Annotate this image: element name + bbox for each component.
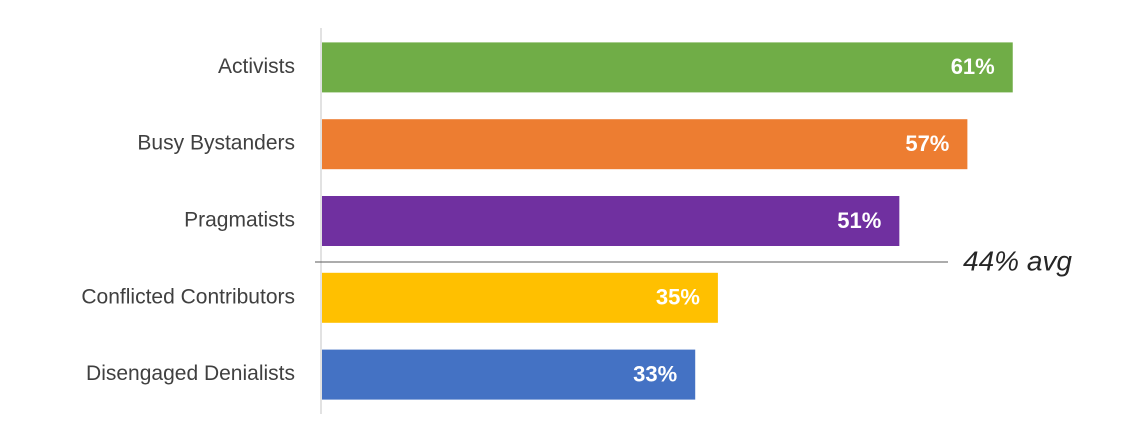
category-label: Busy Bystanders — [137, 132, 295, 155]
value-label: 51% — [837, 208, 881, 233]
category-label: Conflicted Contributors — [81, 285, 295, 308]
category-label: Pragmatists — [184, 209, 295, 232]
value-label: 57% — [905, 131, 949, 156]
bar — [322, 349, 696, 400]
value-label: 35% — [656, 285, 700, 310]
value-label: 61% — [951, 54, 995, 79]
category-label: Disengaged Denialists — [86, 362, 295, 385]
average-label: 44% avg — [963, 245, 1072, 276]
value-label: 33% — [633, 361, 677, 386]
category-label: Activists — [218, 55, 295, 78]
bar — [322, 196, 900, 246]
bar — [322, 119, 968, 170]
bar — [322, 42, 1013, 93]
bar — [322, 272, 718, 323]
